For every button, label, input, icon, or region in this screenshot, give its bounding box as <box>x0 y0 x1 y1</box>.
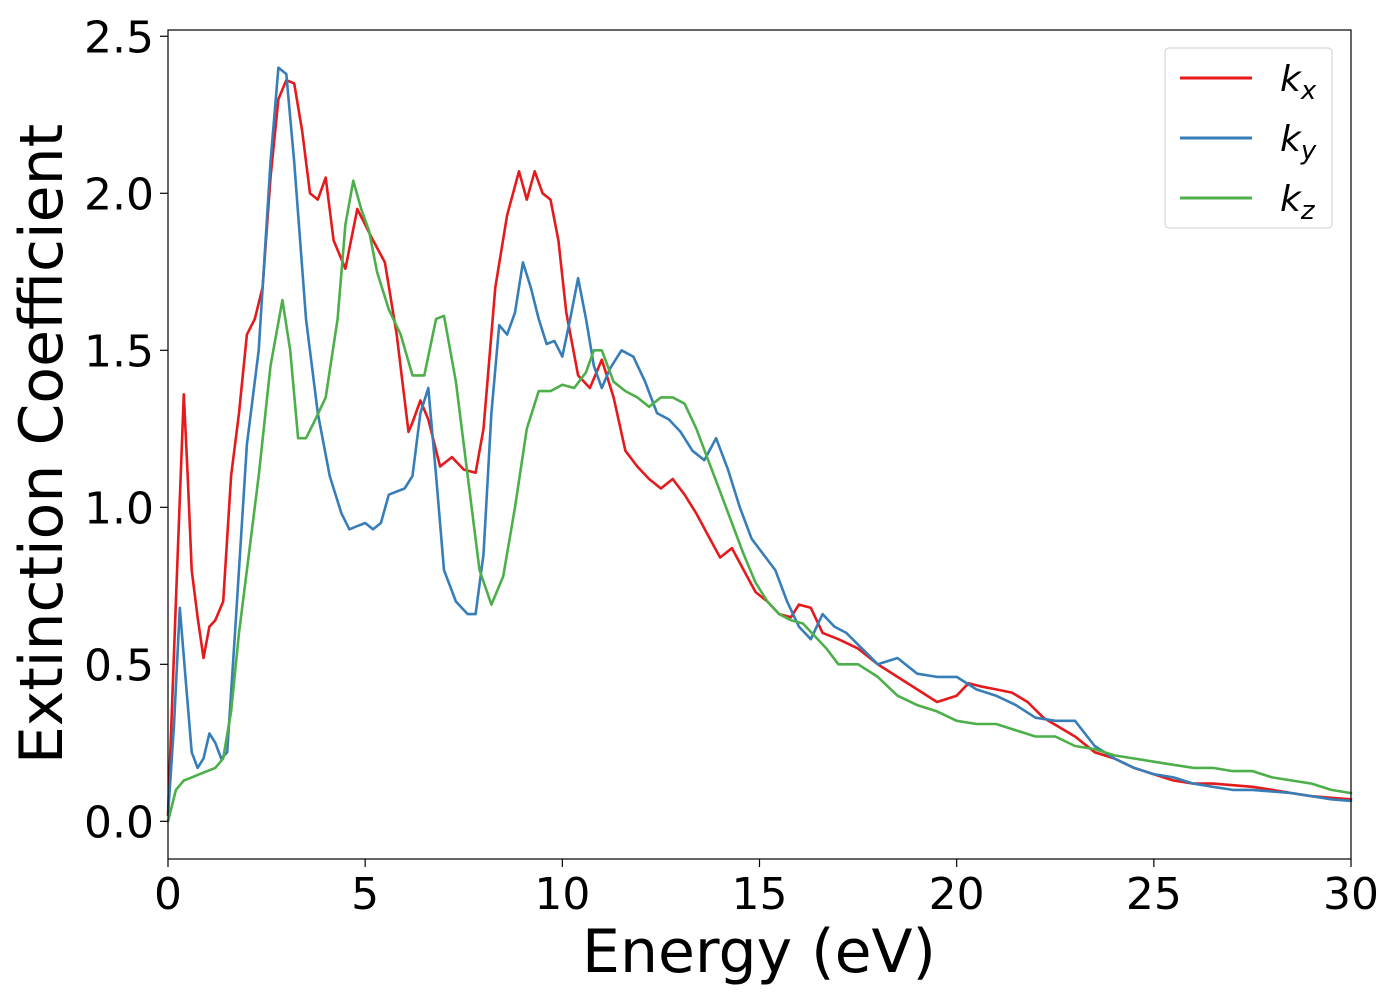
y-tick-label: 2.5 <box>84 12 154 63</box>
x-tick-label: 30 <box>1323 869 1379 920</box>
y-tick-label: 0.0 <box>84 797 154 848</box>
y-tick-label: 1.5 <box>84 326 154 377</box>
x-tick-label: 0 <box>154 869 182 920</box>
y-axis-title: Extinction Coefficient <box>7 124 77 764</box>
series-line-y <box>166 66 1353 817</box>
legend-label-x: kx <box>1280 59 1317 106</box>
legend-label-z: kz <box>1280 179 1316 226</box>
y-tick-label: 0.5 <box>84 640 154 691</box>
y-tick-label: 2.0 <box>84 169 154 220</box>
x-tick-label: 15 <box>732 869 788 920</box>
series-line-z <box>166 179 1353 823</box>
y-axis-ticks: 0.0 0.5 1.0 1.5 2.0 2.5 <box>84 12 168 848</box>
x-axis-title: Energy (eV) <box>582 917 936 987</box>
series-line-x <box>166 78 1353 817</box>
y-tick-label: 1.0 <box>84 483 154 534</box>
x-axis-ticks: 0 5 10 15 20 25 30 <box>154 859 1379 920</box>
legend-label-main: k <box>1280 179 1303 220</box>
legend-label-subscript: y <box>1300 136 1317 166</box>
legend-label-main: k <box>1280 59 1303 100</box>
x-tick-label: 20 <box>929 869 985 920</box>
legend-label-y: ky <box>1280 119 1317 166</box>
x-tick-label: 25 <box>1126 869 1182 920</box>
legend-label-main: k <box>1280 119 1303 160</box>
x-tick-label: 10 <box>534 869 590 920</box>
x-tick-label: 5 <box>351 869 379 920</box>
legend-label-subscript: z <box>1300 196 1316 226</box>
plot-series-group <box>166 66 1353 823</box>
legend-label-subscript: x <box>1300 76 1317 106</box>
